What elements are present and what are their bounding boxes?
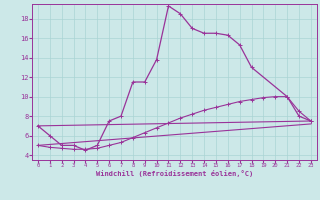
X-axis label: Windchill (Refroidissement éolien,°C): Windchill (Refroidissement éolien,°C) bbox=[96, 170, 253, 177]
